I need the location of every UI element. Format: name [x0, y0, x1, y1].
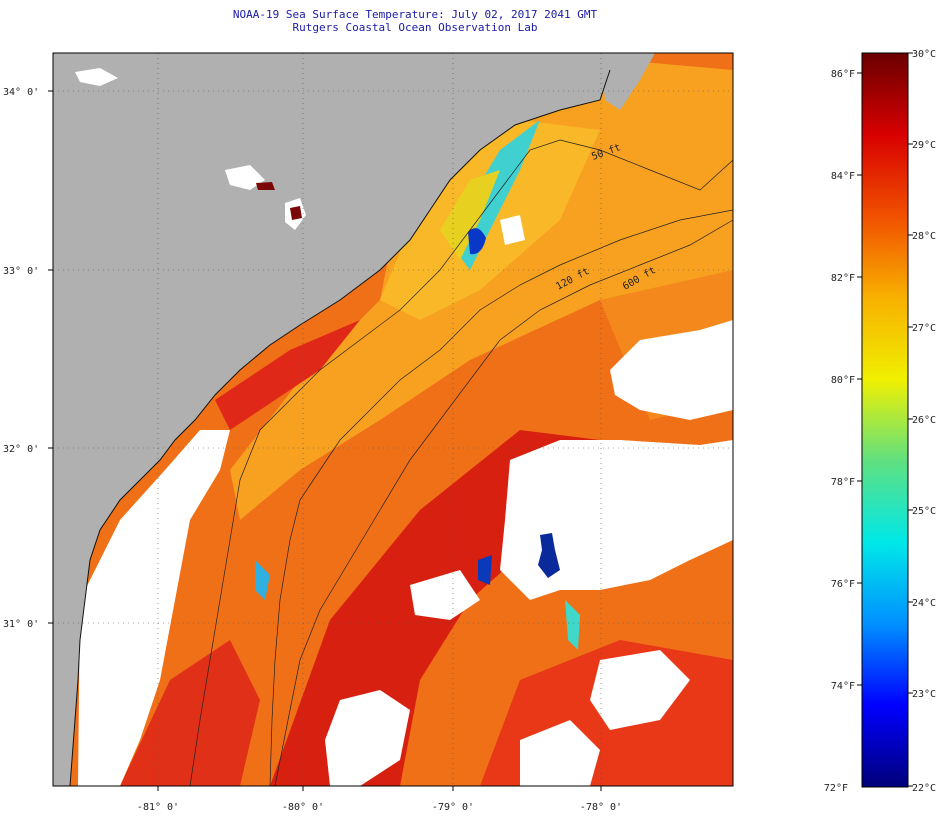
isobath-600ft: [274, 219, 733, 786]
sst-yellow-streak: [440, 170, 500, 260]
colorbar-c-label-25: 25°C: [912, 506, 936, 517]
inland-lake-hot: [256, 182, 275, 190]
colorbar-c-label-22: 22°C: [912, 783, 936, 794]
colorbar-f-label-76: 76°F: [831, 579, 855, 590]
colorbar-f-label-72: 72°F: [824, 783, 848, 794]
sst-cool-south-2: [565, 600, 580, 650]
lat-label-34: 34° 0': [3, 87, 39, 98]
cloud-patch-mid: [410, 570, 480, 620]
inland-lake-small: [75, 68, 118, 86]
cloud-patch-northeast: [610, 320, 733, 420]
colorbar-c-label-26: 26°C: [912, 415, 936, 426]
colorbar-f-label-82: 82°F: [831, 273, 855, 284]
coastline: [69, 69, 611, 786]
cloud-patch-coastal: [78, 430, 230, 786]
sst-hot-south: [120, 640, 260, 786]
map-title: NOAA-19 Sea Surface Temperature: July 02…: [232, 8, 598, 21]
sst-cold-spot: [468, 228, 486, 255]
isobath-50ft: [189, 139, 733, 786]
cloud-patch-far-south: [520, 720, 600, 786]
land-northeast-peninsula: [600, 53, 655, 110]
map-panel: [53, 53, 733, 786]
isobath-120ft: [269, 209, 733, 786]
colorbar-f-label-84: 84°F: [831, 171, 855, 182]
map-subtitle: Rutgers Coastal Ocean Observation Lab: [292, 21, 538, 34]
lon-label-81: -81° 0': [137, 802, 179, 813]
lon-label-79: -79° 0': [432, 802, 474, 813]
axis-ticks: [48, 90, 602, 791]
land-mass: [53, 53, 610, 786]
lon-label-78: -78° 0': [580, 802, 622, 813]
colorbar-c-label-29: 29°C: [912, 140, 936, 151]
lon-label-80: -80° 0': [282, 802, 324, 813]
inland-lake: [225, 165, 265, 190]
colorbar-c-label-27: 27°C: [912, 323, 936, 334]
sst-hot-nearshore: [215, 320, 360, 430]
cloud-patch-small: [500, 215, 525, 245]
colorbar-f-label-86: 86°F: [831, 69, 855, 80]
colorbar-c-label-23: 23°C: [912, 689, 936, 700]
colorbar-f-label-74: 74°F: [831, 681, 855, 692]
colorbar-c-label-28: 28°C: [912, 231, 936, 242]
map-frame: [52, 52, 734, 787]
sst-cold-pocket-2: [478, 555, 492, 585]
colorbar-c-label-24: 24°C: [912, 598, 936, 609]
sst-cold-pocket: [538, 533, 560, 578]
cloud-patch-east: [500, 440, 733, 600]
colorbar-f-label-80: 80°F: [831, 375, 855, 386]
colorbar-f-label-78: 78°F: [831, 477, 855, 488]
cloud-patch-south: [590, 650, 690, 730]
lat-label-32: 32° 0': [3, 444, 39, 455]
colorbar-ticks: [857, 52, 913, 787]
sst-cool-south: [255, 560, 270, 600]
colorbar-c-label-30: 30°C: [912, 49, 936, 60]
inland-reservoir-hot: [290, 206, 302, 220]
lat-label-31: 31° 0': [3, 619, 39, 630]
cloud-patch-south-2: [325, 690, 410, 786]
lat-label-33: 33° 0': [3, 266, 39, 277]
colorbar: [861, 52, 909, 788]
sst-mid-band: [230, 60, 733, 520]
graticule: [53, 53, 733, 786]
